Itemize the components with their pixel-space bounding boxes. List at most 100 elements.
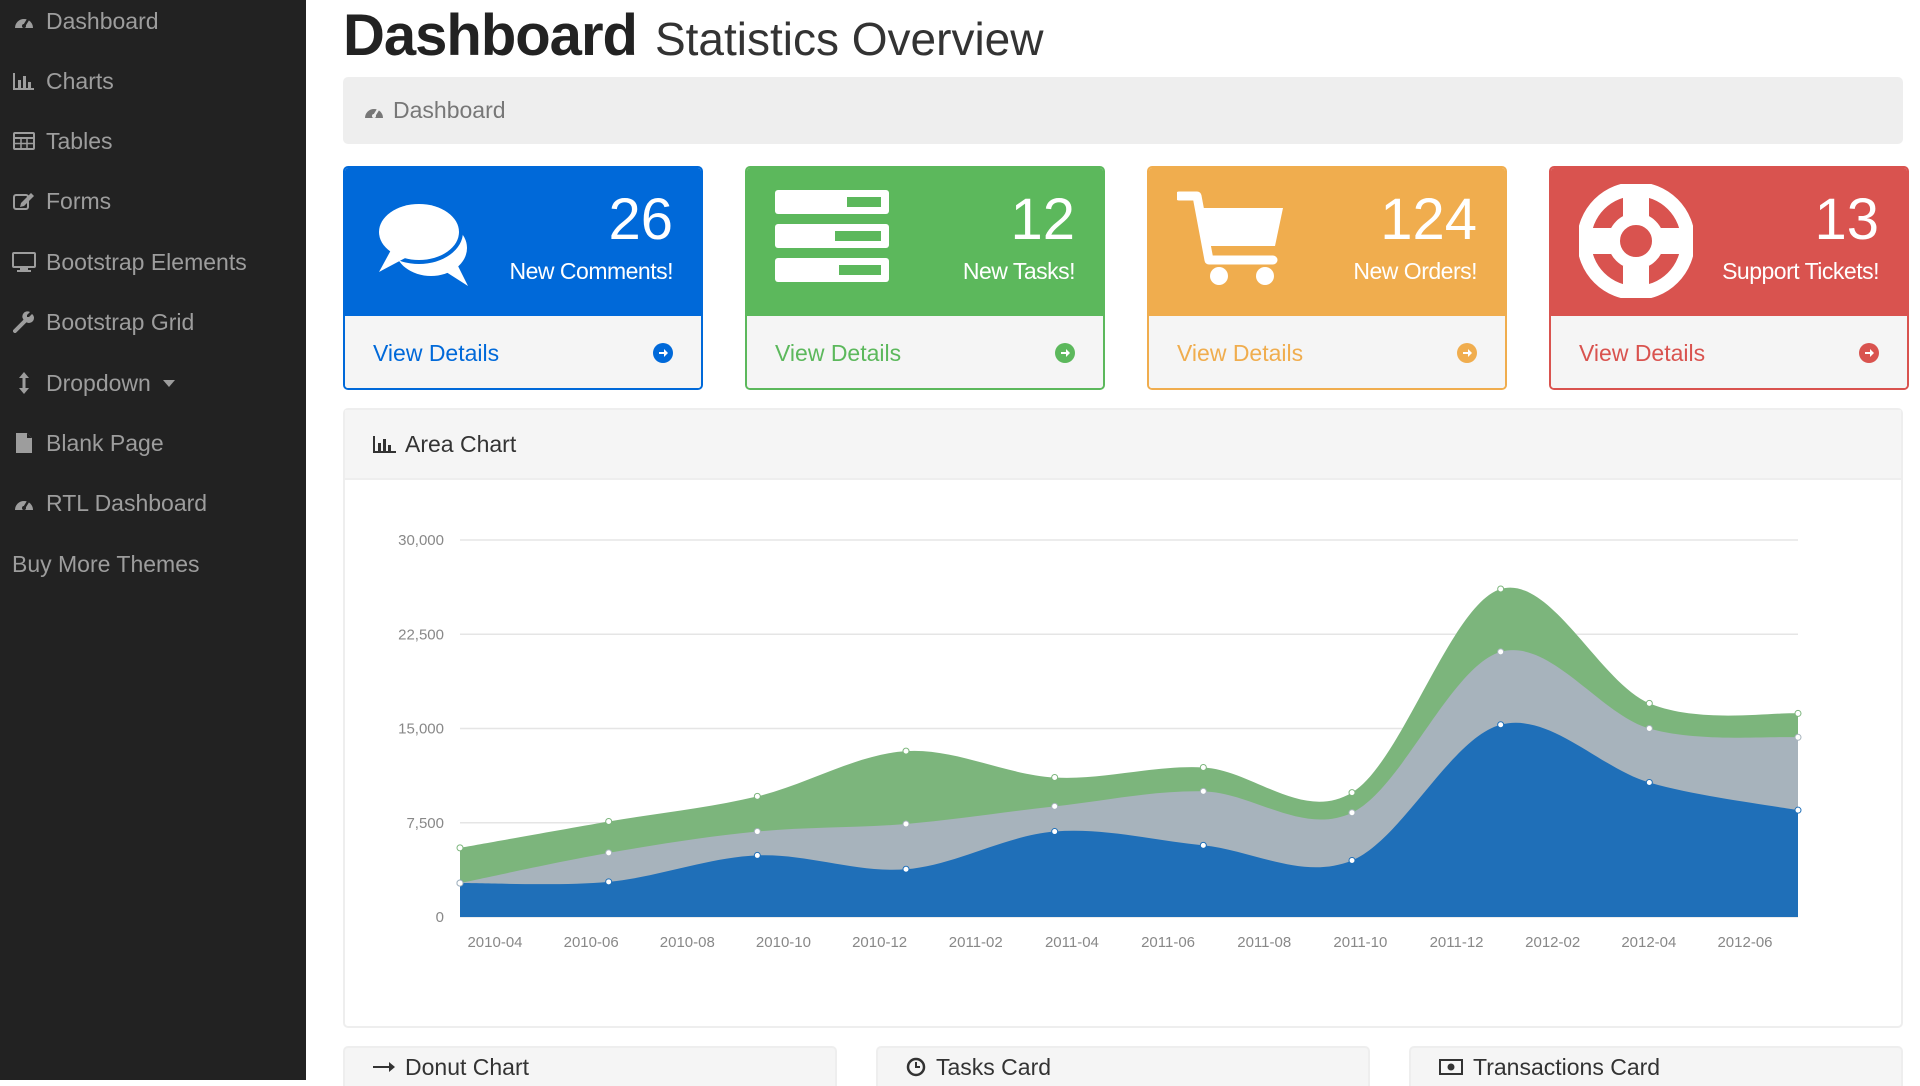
data-point [605,849,613,857]
comments-panel: 26 New Comments! View Details [343,166,703,390]
clock-icon [906,1057,926,1077]
sidebar-item-label: Dropdown [46,369,151,396]
sidebar: Dashboard Charts Tables Forms Bootstrap … [0,0,306,1080]
sidebar-item-label: Tables [46,127,113,154]
sidebar-item-blank-page[interactable]: Blank Page [0,415,306,471]
orders-panel: 124 New Orders! View Details [1147,166,1507,390]
sidebar-item-bootstrap-grid[interactable]: Bootstrap Grid [0,294,306,350]
panel-heading: 124 New Orders! [1149,168,1505,316]
bar-chart-icon [12,69,36,93]
arrow-circle-right-icon [1055,343,1075,363]
tasks-label: New Tasks! [962,258,1076,284]
panel-heading: 26 New Comments! [345,168,701,316]
data-point [1497,585,1505,593]
sidebar-item-label: Bootstrap Elements [46,248,247,275]
view-details-label: View Details [373,339,500,366]
y-tick-label: 30,000 [398,532,444,549]
panel-heading: 12 New Tasks! [747,168,1103,316]
x-tick-label: 2010-04 [467,934,522,951]
x-tick-label: 2011-04 [1045,934,1099,951]
sidebar-item-label: Charts [46,67,114,94]
data-point [902,865,910,873]
data-point [1645,725,1653,732]
x-tick-label: 2010-08 [660,934,715,951]
x-tick-label: 2011-12 [1430,934,1484,951]
edit-icon [12,189,36,213]
y-tick-label: 0 [436,909,444,926]
data-point [1794,733,1802,741]
sidebar-item-forms[interactable]: Forms [0,173,306,229]
tasks-card-panel: Tasks Card [876,1046,1370,1086]
y-tick-label: 7,500 [406,815,444,832]
x-tick-label: 2012-04 [1621,934,1676,951]
comments-label: New Comments! [509,258,674,284]
panel-heading: 13 Support Tickets! [1551,168,1907,316]
tasks-icon [775,190,889,287]
area-series-0 [460,722,1798,917]
data-point [1645,699,1653,707]
data-point [1348,789,1356,797]
x-tick-label: 2010-10 [756,934,811,951]
support-icon [1577,182,1695,303]
arrow-circle-right-icon [1457,343,1477,363]
data-point [1051,774,1059,782]
x-tick-label: 2010-12 [852,934,907,951]
tasks-card-title: Tasks Card [936,1053,1052,1080]
data-point [1497,648,1505,656]
support-panel: 13 Support Tickets! View Details [1549,166,1909,390]
data-point [456,879,464,887]
breadcrumb: Dashboard [343,77,1903,144]
transactions-card-title: Transactions Card [1473,1053,1661,1080]
shopping-cart-icon [1174,190,1287,295]
area-chart-title: Area Chart [405,430,517,457]
wrench-icon [12,310,36,334]
table-icon [12,129,36,153]
area-chart: 0 7,500 15,000 22,500 30,000 2010-04 2010-06 20… [398,532,1802,951]
support-label: Support Tickets! [1722,258,1879,284]
sidebar-item-label: Forms [46,187,112,214]
donut-chart-title: Donut Chart [405,1053,530,1080]
data-point [902,747,910,755]
desktop-icon [12,250,36,274]
area-chart-panel: Area Chart 0 7,500 15,000 22,500 30,000 2010-… [343,408,1903,1028]
view-details-orders-link[interactable]: View Details [1149,316,1505,388]
data-point [1199,763,1207,771]
view-details-tasks-link[interactable]: View Details [747,316,1103,388]
orders-count: 124 [1380,187,1477,252]
data-point [1794,806,1802,814]
transactions-card-panel: Transactions Card [1409,1046,1903,1086]
page-title-main: Dashboard [343,3,638,68]
sidebar-item-buy-more-themes[interactable]: Buy More Themes [0,536,306,592]
sidebar-item-charts[interactable]: Charts [0,53,306,109]
sidebar-item-label: Blank Page [46,429,164,456]
view-details-support-link[interactable]: View Details [1551,316,1907,388]
data-point [753,792,761,800]
dashboard-icon [363,102,385,120]
sidebar-item-bootstrap-elements[interactable]: Bootstrap Elements [0,234,306,290]
caret-down-icon [162,379,175,387]
sidebar-item-tables[interactable]: Tables [0,113,306,169]
bar-chart-icon [373,435,397,453]
sidebar-item-dropdown[interactable]: Dropdown [0,355,306,411]
panel-heading: Area Chart [345,410,1901,480]
data-point [1199,841,1207,849]
arrow-right-icon [373,1061,395,1073]
data-point [1051,828,1059,836]
x-tick-label: 2011-08 [1237,934,1291,951]
view-details-comments-link[interactable]: View Details [345,316,701,388]
donut-chart-panel: Donut Chart [343,1046,837,1086]
orders-label: New Orders! [1353,258,1477,284]
comments-icon [373,190,491,295]
dashboard-icon [12,491,36,515]
x-tick-label: 2012-06 [1717,934,1772,951]
x-tick-label: 2011-10 [1333,934,1387,951]
data-point [1645,779,1653,787]
sidebar-item-rtl-dashboard[interactable]: RTL Dashboard [0,475,306,531]
sidebar-item-dashboard[interactable]: Dashboard [0,0,306,49]
x-tick-label: 2012-02 [1525,934,1580,951]
data-point [1497,721,1505,729]
sidebar-item-label: RTL Dashboard [46,489,208,516]
data-point [1348,809,1356,817]
data-point [605,817,613,825]
data-point [753,828,761,836]
